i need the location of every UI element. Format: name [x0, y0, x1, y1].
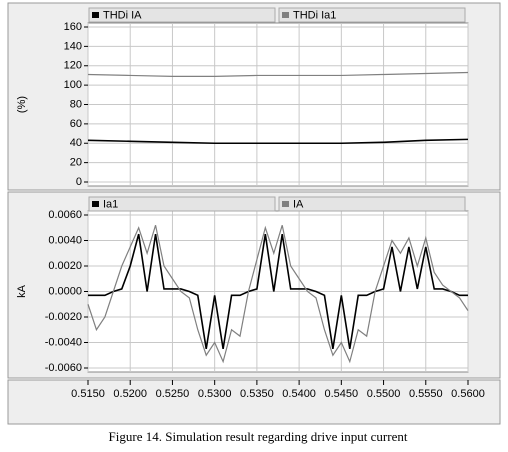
legend-box: [278, 196, 466, 212]
x-tick-label: 0.5550: [409, 388, 443, 400]
x-tick-label: 0.5450: [325, 388, 359, 400]
legend-swatch: [282, 12, 289, 18]
legend-label: THDi IA: [103, 9, 142, 21]
y-tick-label: 20: [70, 157, 82, 169]
y-tick-label: 160: [64, 21, 82, 33]
x-tick-label: 0.5250: [156, 388, 190, 400]
y-tick-label: -0.0060: [45, 362, 82, 374]
x-tick-label: 0.5500: [367, 388, 401, 400]
y-tick-label: 0.0040: [48, 234, 82, 246]
series-line: [87, 138, 469, 145]
series-line: [87, 71, 469, 78]
x-tick-label: 0.5400: [282, 388, 316, 400]
y-tick-label: -0.0020: [45, 311, 82, 323]
legend-box: [278, 7, 466, 23]
legend-swatch: [282, 201, 289, 207]
x-tick-label: 0.5300: [198, 388, 232, 400]
legend-box: [88, 196, 276, 212]
legend-box: [88, 7, 276, 23]
series-line: [88, 233, 468, 350]
x-tick-label: 0.5350: [240, 388, 274, 400]
legend-swatch: [92, 12, 99, 18]
y-tick-label: 60: [70, 118, 82, 130]
y-axis-label: kA: [16, 284, 28, 298]
y-tick-label: -0.0040: [45, 336, 82, 348]
y-tick-label: 120: [64, 60, 82, 72]
x-tick-label: 0.5200: [113, 388, 147, 400]
y-tick-label: 140: [64, 40, 82, 52]
y-tick-label: 100: [64, 79, 82, 91]
x-tick-label: 0.5150: [71, 388, 105, 400]
y-tick-label: 0.0000: [48, 285, 82, 297]
legend-label: IA: [293, 198, 304, 210]
series-line: [87, 225, 469, 364]
x-tick-label: 0.5600: [451, 388, 485, 400]
caption: Figure 14. Simulation result regarding d…: [109, 429, 408, 444]
legend-label: THDi Ia1: [293, 9, 336, 21]
y-tick-label: 80: [70, 98, 82, 110]
panel-x-axis: [7, 379, 501, 425]
y-tick-label: 40: [70, 137, 82, 149]
legend-label: Ia1: [103, 198, 118, 210]
y-tick-label: 0: [76, 176, 82, 188]
y-tick-label: 0.0060: [48, 209, 82, 221]
y-axis-label: (%): [16, 96, 28, 113]
y-tick-label: 0.0020: [48, 260, 82, 272]
legend-swatch: [92, 201, 99, 207]
